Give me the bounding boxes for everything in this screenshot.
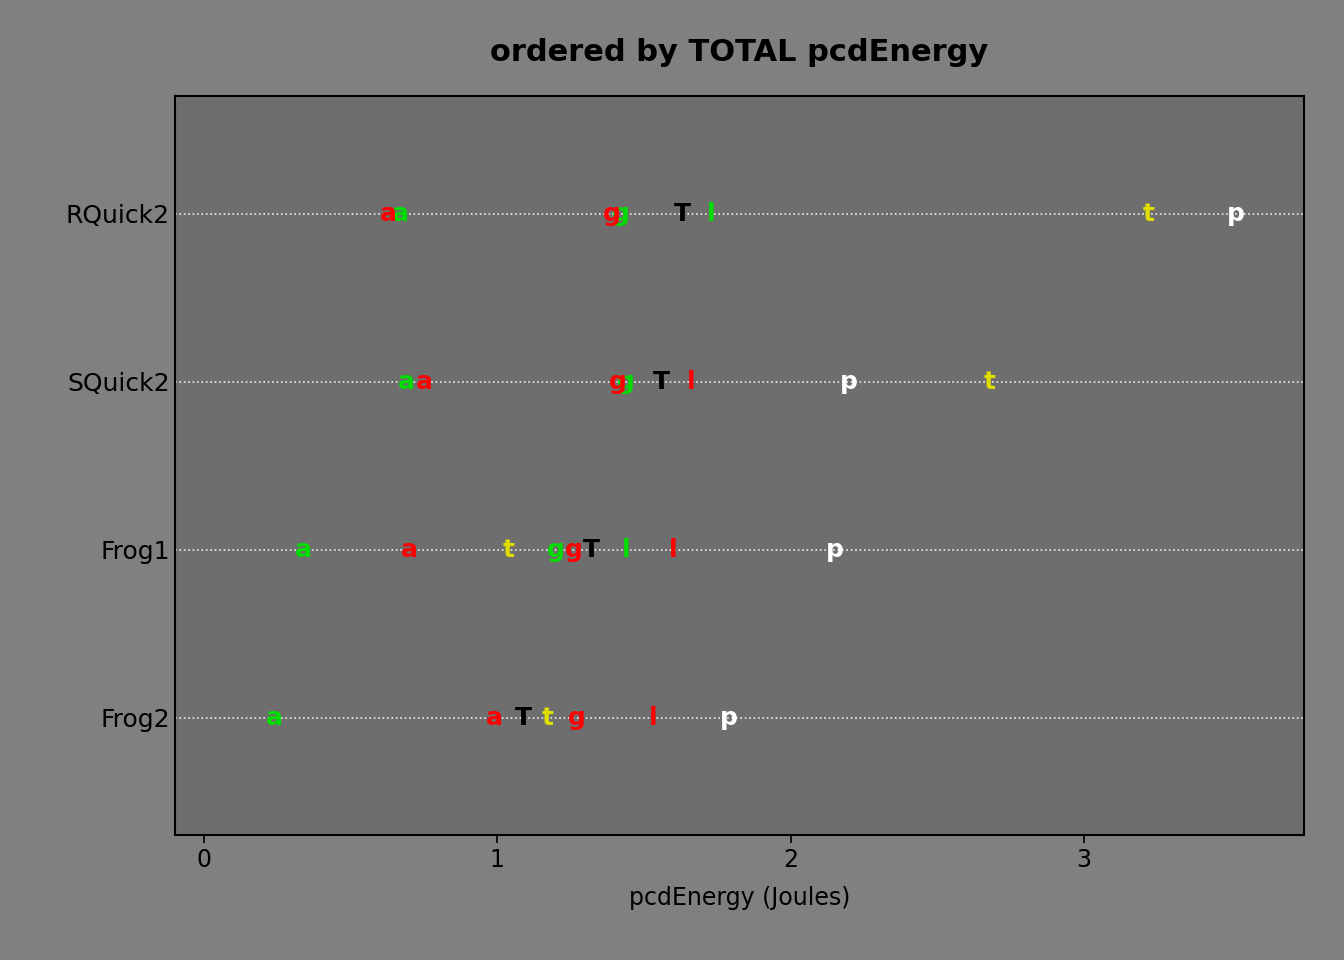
Text: g: g: [617, 370, 636, 394]
Text: g: g: [564, 538, 582, 562]
Text: l: l: [687, 370, 695, 394]
Text: a: a: [485, 706, 503, 730]
Text: p: p: [825, 538, 844, 562]
X-axis label: pcdEnergy (Joules): pcdEnergy (Joules): [629, 886, 849, 910]
Text: T: T: [673, 202, 691, 226]
Text: a: a: [380, 202, 398, 226]
Text: a: a: [398, 370, 415, 394]
Text: g: g: [602, 202, 621, 226]
Text: l: l: [648, 706, 657, 730]
Text: t: t: [1142, 202, 1154, 226]
Text: T: T: [582, 538, 599, 562]
Text: l: l: [669, 538, 677, 562]
Text: g: g: [547, 538, 564, 562]
Title: ordered by TOTAL pcdEnergy: ordered by TOTAL pcdEnergy: [491, 38, 988, 67]
Text: t: t: [984, 370, 996, 394]
Text: a: a: [415, 370, 433, 394]
Text: g: g: [612, 202, 629, 226]
Text: l: l: [622, 538, 630, 562]
Text: g: g: [609, 370, 626, 394]
Text: T: T: [653, 370, 671, 394]
Text: T: T: [515, 706, 532, 730]
Text: a: a: [296, 538, 312, 562]
Text: a: a: [266, 706, 284, 730]
Text: t: t: [542, 706, 554, 730]
Text: a: a: [392, 202, 409, 226]
Text: t: t: [503, 538, 515, 562]
Text: p: p: [840, 370, 857, 394]
Text: p: p: [1227, 202, 1245, 226]
Text: g: g: [567, 706, 586, 730]
Text: a: a: [401, 538, 418, 562]
Text: l: l: [707, 202, 715, 226]
Text: p: p: [720, 706, 738, 730]
